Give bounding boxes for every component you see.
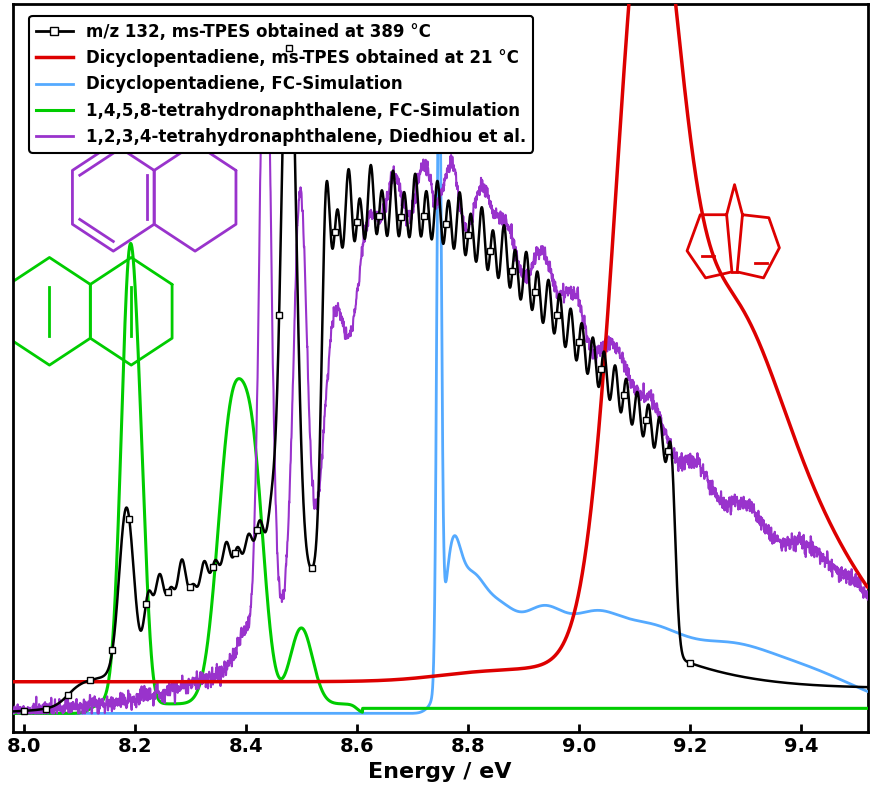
- Legend: m/z 132, ms-TPES obtained at 389 °C, Dicyclopentadiene, ms-TPES obtained at 21 °: m/z 132, ms-TPES obtained at 389 °C, Dic…: [30, 17, 533, 152]
- X-axis label: Energy / eV: Energy / eV: [369, 762, 512, 782]
